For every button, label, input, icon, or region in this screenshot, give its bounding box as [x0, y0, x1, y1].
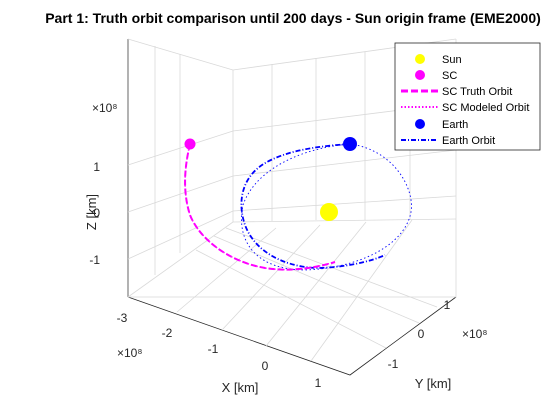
y-axis-label: Y [km]	[415, 376, 452, 391]
z-tick: 0	[93, 206, 100, 220]
x-tick: -2	[162, 326, 173, 340]
legend-label-sun: Sun	[442, 54, 462, 66]
x-tick: 1	[315, 376, 322, 390]
floor-front-edges	[127, 296, 457, 376]
earth-orbit-dotted-portion	[241, 143, 412, 271]
x-axis-label: X [km]	[222, 380, 259, 395]
z-exponent: ×10⁸	[92, 101, 117, 115]
sc-truth-orbit-line	[184, 143, 336, 271]
legend: Sun SC SC Truth Orbit SC Modeled Orbit E…	[394, 42, 541, 151]
z-axis-label: Z [km]	[84, 194, 99, 230]
x-exponent: ×10⁸	[117, 346, 142, 360]
earth-orbit-line	[240, 143, 386, 269]
chart-title: Part 1: Truth orbit comparison until 200…	[45, 10, 541, 26]
z-tick: 1	[93, 160, 100, 174]
sc-modeled-orbit-line	[184, 143, 336, 271]
y-tick: 0	[418, 327, 425, 341]
sc-marker	[184, 138, 196, 150]
x-tick: -3	[117, 311, 128, 325]
sun-marker	[320, 203, 338, 221]
y-tick: 1	[444, 298, 451, 312]
legend-sc-marker	[415, 70, 425, 80]
y-exponent: ×10⁸	[462, 327, 487, 341]
legend-label-sc-modeled: SC Modeled Orbit	[442, 102, 529, 114]
legend-label-sc-truth: SC Truth Orbit	[442, 86, 512, 98]
x-tick: -1	[208, 342, 219, 356]
y-tick: -1	[388, 357, 399, 371]
z-tick: -1	[89, 253, 100, 267]
x-tick: 0	[262, 359, 269, 373]
legend-label-earth-orbit: Earth Orbit	[442, 135, 495, 147]
legend-label-sc: SC	[442, 70, 457, 82]
legend-label-earth: Earth	[442, 119, 468, 131]
legend-earth-marker	[415, 119, 425, 129]
earth-marker	[343, 137, 357, 151]
legend-sun-marker	[415, 54, 425, 64]
